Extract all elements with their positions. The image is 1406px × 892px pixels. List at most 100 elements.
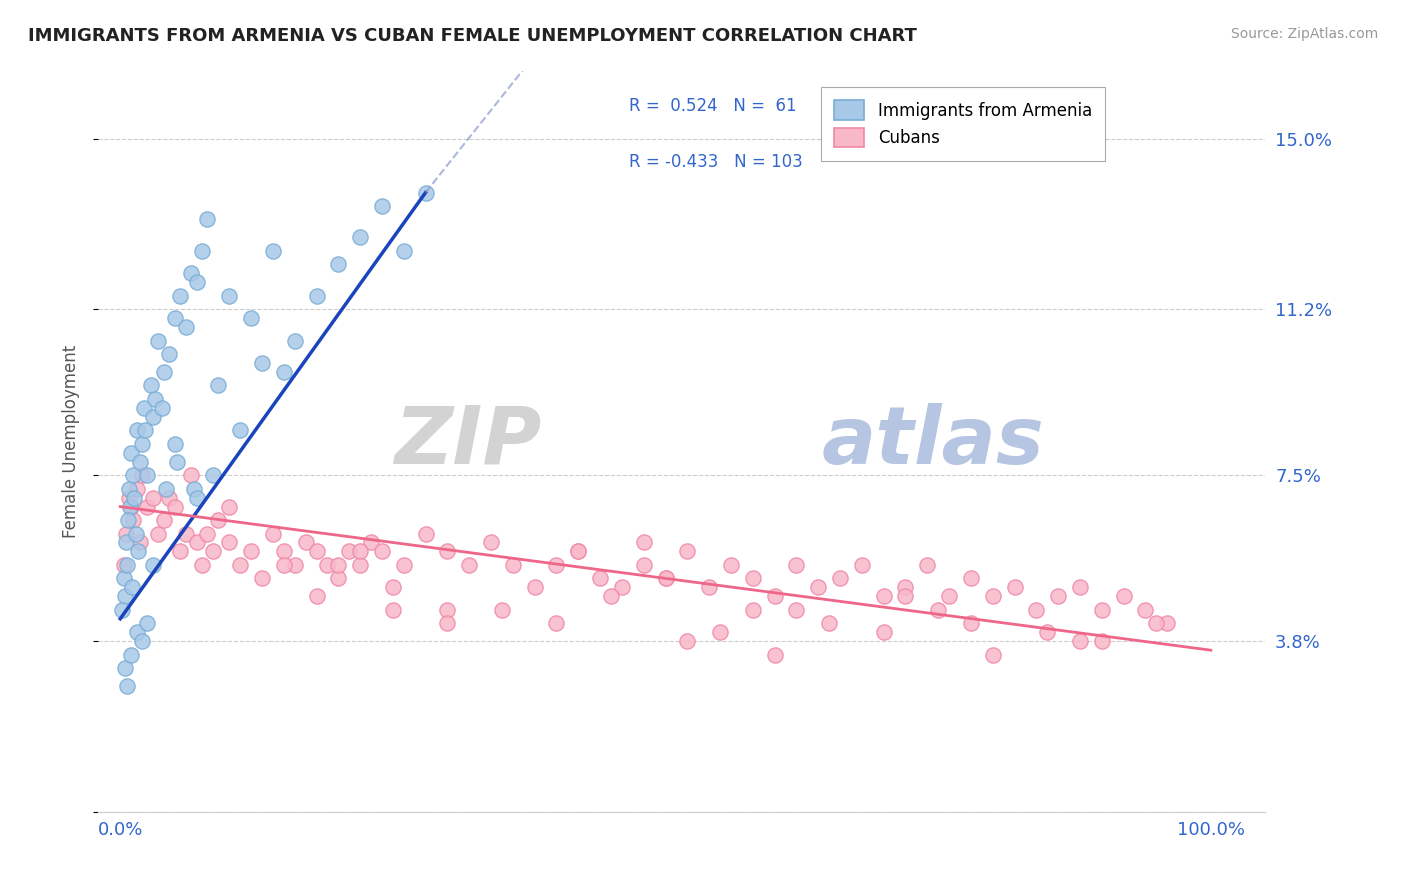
Point (337, 544, 360, 558)
Point (120, 648, 142, 662)
Point (125, 423, 148, 437)
Point (250, 356, 273, 370)
Point (131, 468, 153, 483)
Point (218, 500, 240, 514)
Point (118, 500, 141, 514)
Point (479, 535, 502, 549)
Point (938, 590, 960, 604)
Point (273, 544, 295, 558)
Point (207, 513, 229, 527)
Point (201, 544, 224, 558)
Point (546, 616, 568, 631)
Point (180, 468, 202, 483)
Point (328, 257, 350, 271)
Point (741, 603, 763, 617)
Point (371, 199, 394, 213)
Point (197, 526, 219, 541)
Point (150, 401, 173, 415)
Point (960, 616, 983, 631)
Point (349, 230, 371, 244)
Point (720, 558, 742, 572)
Point (155, 482, 177, 496)
Point (163, 500, 186, 514)
Point (305, 544, 328, 558)
Point (960, 571, 983, 585)
Point (785, 558, 807, 572)
Point (763, 590, 786, 604)
Point (128, 535, 150, 549)
Point (1091, 603, 1114, 617)
Point (240, 544, 263, 558)
Point (118, 491, 141, 505)
Point (174, 526, 197, 541)
Point (169, 289, 191, 303)
Point (124, 491, 146, 505)
Point (174, 320, 197, 334)
Point (117, 513, 139, 527)
Point (114, 526, 136, 541)
Point (502, 558, 524, 572)
Y-axis label: Female Unemployment: Female Unemployment (62, 345, 80, 538)
Point (589, 571, 612, 585)
Point (163, 437, 186, 451)
Text: R =  0.524   N =  61: R = 0.524 N = 61 (630, 97, 797, 115)
Point (633, 558, 655, 572)
Point (1047, 590, 1070, 604)
Point (114, 590, 136, 604)
Point (567, 544, 589, 558)
Point (763, 648, 786, 662)
Point (114, 661, 136, 675)
Point (654, 571, 676, 585)
Point (131, 437, 153, 451)
Point (349, 544, 371, 558)
Point (392, 244, 415, 258)
Point (115, 558, 138, 572)
Point (873, 590, 896, 604)
Point (183, 482, 205, 496)
Point (112, 558, 135, 572)
Point (436, 544, 458, 558)
Point (676, 634, 699, 648)
Point (1112, 590, 1135, 604)
Point (139, 378, 162, 392)
Point (186, 275, 208, 289)
Point (186, 491, 208, 505)
Point (697, 580, 720, 594)
Point (600, 590, 623, 604)
Point (1004, 580, 1026, 594)
Text: Source: ZipAtlas.com: Source: ZipAtlas.com (1230, 27, 1378, 41)
Point (567, 544, 589, 558)
Point (191, 558, 214, 572)
Point (120, 446, 142, 460)
Point (197, 212, 219, 227)
Point (121, 580, 143, 594)
Text: atlas: atlas (823, 402, 1045, 481)
Point (273, 558, 295, 572)
Point (229, 558, 252, 572)
Point (741, 571, 763, 585)
Point (392, 558, 415, 572)
Point (134, 401, 156, 415)
Point (523, 580, 546, 594)
Point (142, 491, 165, 505)
Point (153, 365, 176, 379)
Point (143, 392, 166, 406)
Point (153, 513, 176, 527)
Point (709, 625, 731, 640)
Point (191, 244, 214, 258)
Point (250, 571, 273, 585)
Text: IMMIGRANTS FROM ARMENIA VS CUBAN FEMALE UNEMPLOYMENT CORRELATION CHART: IMMIGRANTS FROM ARMENIA VS CUBAN FEMALE … (28, 27, 917, 45)
Point (328, 558, 350, 572)
Point (818, 616, 841, 631)
Point (148, 526, 170, 541)
Point (262, 526, 284, 541)
Point (917, 558, 939, 572)
Point (316, 558, 339, 572)
Point (294, 535, 316, 549)
Point (240, 311, 263, 326)
Point (124, 526, 146, 541)
Legend: Immigrants from Armenia, Cubans: Immigrants from Armenia, Cubans (821, 87, 1105, 161)
Point (118, 482, 141, 496)
Point (381, 603, 404, 617)
Point (1069, 580, 1091, 594)
